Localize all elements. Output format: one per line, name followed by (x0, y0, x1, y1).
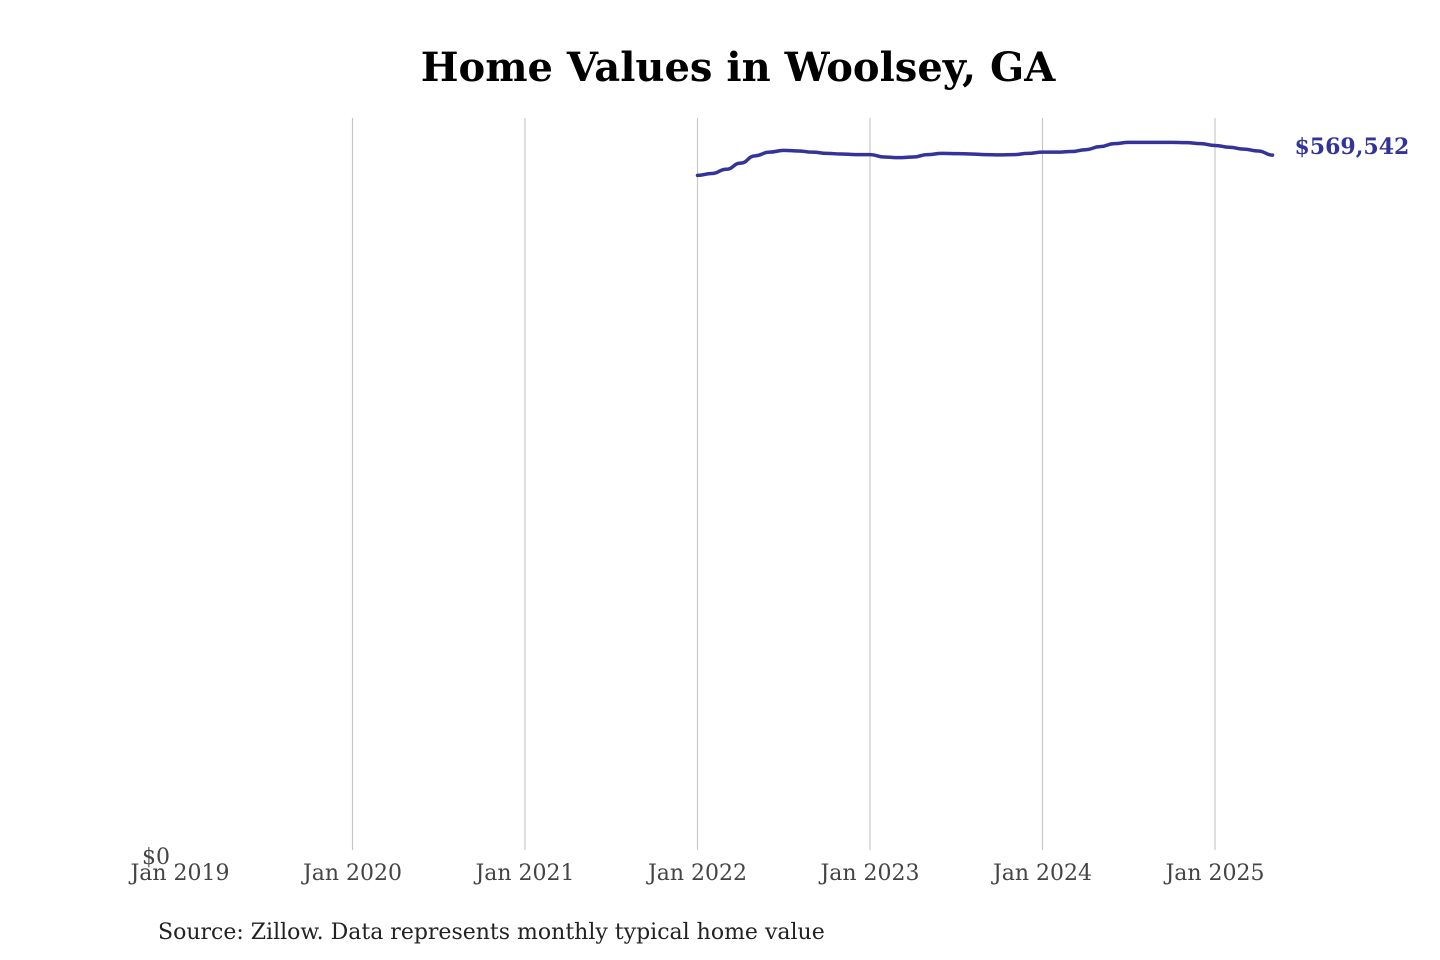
x-tick-label: Jan 2019 (128, 861, 229, 886)
vertical-gridlines (351, 118, 1216, 850)
series-line (695, 140, 1275, 178)
end-value-label: $569,542 (1295, 134, 1410, 160)
source-note: Source: Zillow. Data represents monthly … (158, 920, 825, 945)
x-tick-label: Jan 2020 (301, 861, 402, 886)
y-axis-tick-labels: $0 (142, 845, 170, 870)
chart-title: Home Values in Woolsey, GA (421, 44, 1056, 91)
x-axis-tick-labels: Jan 2019 Jan 2020 Jan 2021 Jan 2022 Jan 2023… (128, 861, 1264, 886)
x-tick-label: Jan 2023 (818, 861, 919, 886)
series-group (695, 140, 1275, 178)
x-tick-label: Jan 2025 (1163, 861, 1264, 886)
y-tick-label: $0 (142, 845, 170, 870)
x-tick-label: Jan 2022 (646, 861, 747, 886)
x-tick-label: Jan 2024 (991, 861, 1092, 886)
x-tick-label: Jan 2021 (473, 861, 574, 886)
